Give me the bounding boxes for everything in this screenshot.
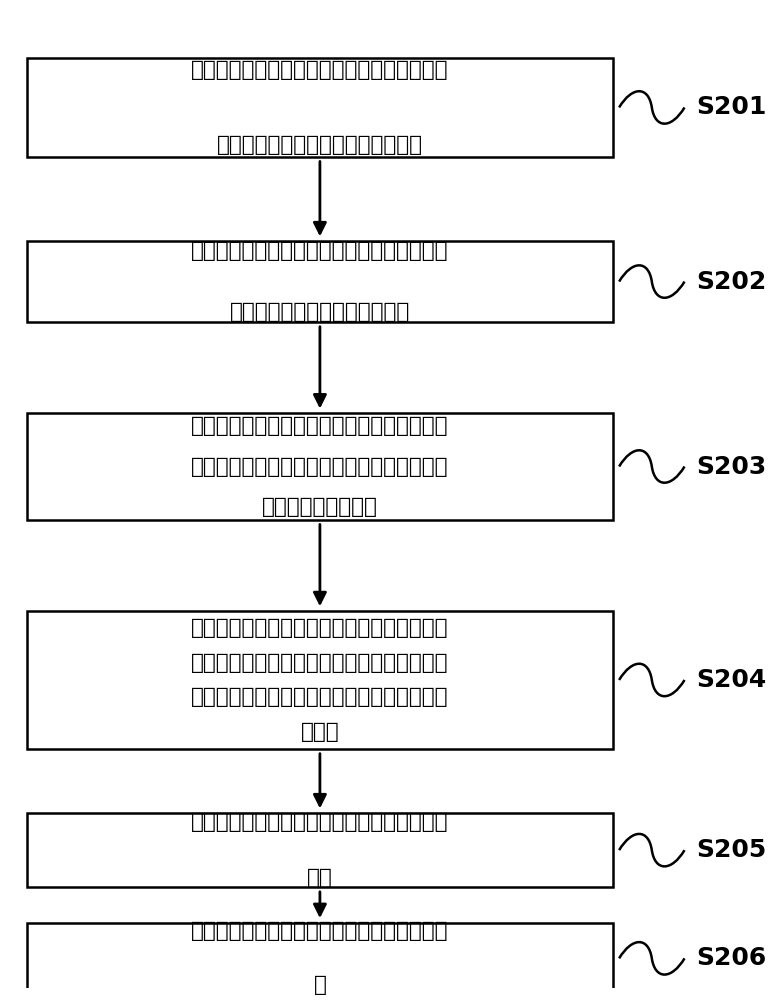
Text: S206: S206 xyxy=(696,946,766,970)
Text: 确定出音频标识信息在图片数据的格式数据中: 确定出音频标识信息在图片数据的格式数据中 xyxy=(191,241,449,261)
Text: S203: S203 xyxy=(696,455,766,479)
Text: 文件: 文件 xyxy=(307,868,333,888)
Text: S202: S202 xyxy=(696,270,766,294)
Text: 的映射关系确定出该音频标识信息对应的音频: 的映射关系确定出该音频标识信息对应的音频 xyxy=(191,687,449,707)
Text: 调用在移动终端中特设的图片解析接口，并利: 调用在移动终端中特设的图片解析接口，并利 xyxy=(191,416,449,436)
Text: 的位置为格式数据中的末尾位置: 的位置为格式数据中的末尾位置 xyxy=(230,302,410,322)
Text: S205: S205 xyxy=(696,838,766,862)
FancyBboxPatch shape xyxy=(27,413,613,520)
Text: 用该图片解析接口解析出格式数据中的末尾位: 用该图片解析接口解析出格式数据中的末尾位 xyxy=(191,457,449,477)
Text: 务器根据预设的音频标识信息和音频文件之间: 务器根据预设的音频标识信息和音频文件之间 xyxy=(191,653,449,673)
Text: 件: 件 xyxy=(314,975,326,995)
Text: S201: S201 xyxy=(696,95,766,119)
Text: S204: S204 xyxy=(696,668,766,692)
Text: 置处的音频标识信息: 置处的音频标识信息 xyxy=(262,497,378,517)
Text: 识别图片数据中的人物脸部特征数据: 识别图片数据中的人物脸部特征数据 xyxy=(217,135,423,155)
FancyBboxPatch shape xyxy=(27,923,613,994)
Text: 内文件: 内文件 xyxy=(300,722,339,742)
Text: 当接收到携带有音频标识信息的图片数据时，: 当接收到携带有音频标识信息的图片数据时， xyxy=(191,60,449,80)
Text: 加载显示图片数据，同时播放获取到的音频文: 加载显示图片数据，同时播放获取到的音频文 xyxy=(191,921,449,941)
FancyBboxPatch shape xyxy=(27,241,613,322)
Text: 接收由服务器发送的音频标识信息对应的音频: 接收由服务器发送的音频标识信息对应的音频 xyxy=(191,812,449,832)
FancyBboxPatch shape xyxy=(27,813,613,887)
Text: 将解析出的音频标识信息发送至服务器，由服: 将解析出的音频标识信息发送至服务器，由服 xyxy=(191,618,449,638)
FancyBboxPatch shape xyxy=(27,58,613,157)
FancyBboxPatch shape xyxy=(27,611,613,749)
